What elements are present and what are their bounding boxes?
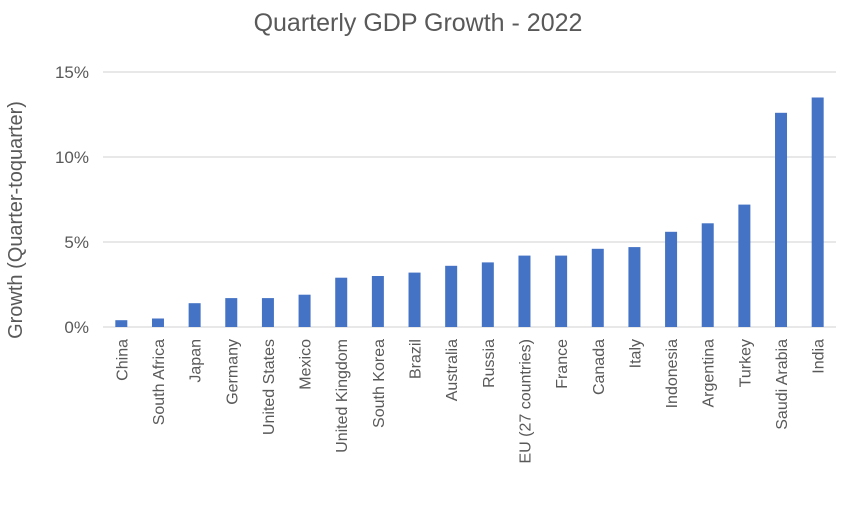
bar-canada bbox=[591, 248, 604, 327]
bar-eu-27-countries bbox=[518, 255, 531, 327]
bar-mexico bbox=[298, 294, 311, 327]
x-tick-label: Japan bbox=[188, 339, 205, 383]
x-tick-label: China bbox=[114, 339, 131, 381]
x-tick-label: Saudi Arabia bbox=[774, 339, 791, 430]
x-tick-label: Indonesia bbox=[664, 339, 681, 408]
x-tick-label: South Africa bbox=[151, 339, 168, 425]
bar-australia bbox=[445, 265, 458, 327]
x-tick-label: Turkey bbox=[737, 339, 754, 387]
x-tick-label: France bbox=[554, 339, 571, 389]
y-axis-label: Growth (Quarter-toquarter) bbox=[5, 101, 27, 339]
bars bbox=[115, 97, 824, 327]
bar-south-africa bbox=[151, 318, 164, 327]
y-tick-label: 15% bbox=[55, 63, 89, 82]
x-tick-label: Argentina bbox=[701, 339, 718, 408]
bar-brazil bbox=[408, 272, 421, 327]
x-tick-label: Italy bbox=[627, 339, 644, 368]
bar-united-kingdom bbox=[335, 277, 348, 327]
chart-title: Quarterly GDP Growth - 2022 bbox=[254, 9, 583, 37]
y-tick-label: 5% bbox=[64, 233, 89, 252]
y-tick-labels: 0% 5% 10% 15% bbox=[55, 63, 89, 337]
x-tick-label: Germany bbox=[224, 339, 241, 405]
y-tick-label: 0% bbox=[64, 318, 89, 337]
bar-japan bbox=[188, 303, 201, 327]
x-tick-label: EU (27 countries) bbox=[517, 339, 534, 464]
bar-saudi-arabia bbox=[775, 112, 788, 327]
x-tick-label: Mexico bbox=[298, 339, 315, 390]
gridlines bbox=[103, 71, 836, 328]
x-tick-label: Brazil bbox=[408, 339, 425, 379]
x-tick-labels: China South Africa Japan Germany United Stat… bbox=[114, 339, 827, 464]
bar-italy bbox=[628, 247, 641, 327]
x-tick-label: Canada bbox=[591, 339, 608, 395]
x-tick-label: United Kingdom bbox=[334, 339, 351, 453]
x-tick-label: Australia bbox=[444, 339, 461, 401]
x-tick-label: Russia bbox=[481, 339, 498, 388]
bar-argentina bbox=[701, 223, 714, 327]
x-tick-label: United States bbox=[261, 339, 278, 435]
bar-turkey bbox=[738, 204, 751, 327]
bar-germany bbox=[225, 298, 238, 327]
bar-south-korea bbox=[371, 276, 384, 327]
bar-united-states bbox=[261, 298, 274, 327]
bar-indonesia bbox=[665, 231, 678, 327]
bar-china bbox=[115, 320, 128, 327]
x-tick-label: South Korea bbox=[371, 339, 388, 428]
bar-russia bbox=[481, 262, 494, 327]
x-tick-label: India bbox=[811, 339, 828, 374]
bar-france bbox=[555, 255, 568, 327]
bar-india bbox=[811, 97, 824, 327]
y-tick-label: 10% bbox=[55, 148, 89, 167]
